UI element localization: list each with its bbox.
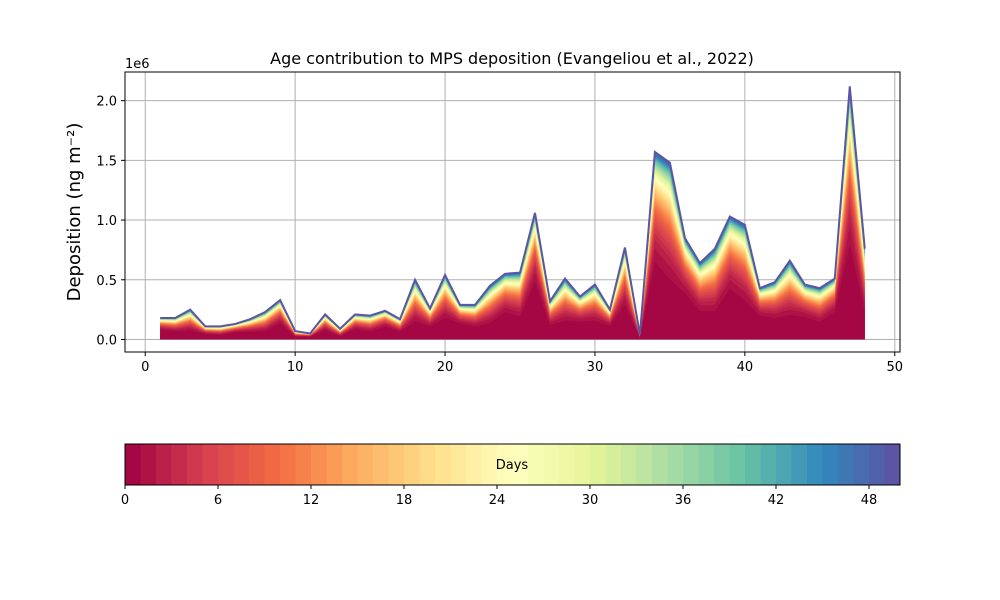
y-tick-label: 0.5: [96, 274, 117, 289]
colorbar-ticks: 0 6 12 18 24 30 36 42 48: [121, 485, 877, 508]
colorbar-segment: [264, 444, 281, 485]
colorbar-segment: [822, 444, 839, 485]
colorbar-segment: [202, 444, 219, 485]
colorbar-segment: [590, 444, 606, 485]
colorbar-segment: [326, 444, 343, 485]
grid-lines: [125, 72, 900, 352]
colorbar-segment: [233, 444, 250, 485]
colorbar-segment: [667, 444, 684, 485]
colorbar-segment: [156, 444, 172, 485]
colorbar-segment: [171, 444, 188, 485]
chart-title: Age contribution to MPS deposition (Evan…: [270, 49, 754, 68]
colorbar-segment: [388, 444, 405, 485]
colorbar-tick-label: 42: [768, 493, 785, 508]
colorbar-segment: [528, 444, 544, 485]
plot-frame: [124, 71, 901, 353]
colorbar-segment: [419, 444, 436, 485]
x-tick-label: 50: [886, 360, 903, 375]
colorbar-segment: [543, 444, 560, 485]
colorbar-segment: [481, 444, 498, 485]
colorbar-segment: [450, 444, 467, 485]
colorbar-segment: [295, 444, 312, 485]
colorbar-segment: [512, 444, 529, 485]
x-tick-label: 10: [287, 360, 304, 375]
colorbar-segment: [698, 444, 715, 485]
colorbar-segment: [435, 444, 451, 485]
colorbar-segment: [559, 444, 575, 485]
colorbar: [124, 443, 901, 486]
colorbar-frame: [124, 443, 901, 486]
colorbar-segment: [776, 444, 792, 485]
y-axis-ticks: 0.0 0.5 1.0 1.5 2.0: [96, 95, 125, 348]
y-tick-label: 0.0: [96, 333, 117, 348]
colorbar-tick-label: 30: [582, 493, 599, 508]
colorbar-segment: [683, 444, 699, 485]
colorbar-segment: [249, 444, 265, 485]
colorbar-tick-label: 6: [214, 493, 222, 508]
colorbar-tick-label: 18: [396, 493, 413, 508]
colorbar-segment: [652, 444, 668, 485]
colorbar-segment: [187, 444, 203, 485]
colorbar-segment: [357, 444, 374, 485]
colorbar-label: Days: [496, 458, 529, 473]
colorbar-segment: [125, 444, 141, 485]
colorbar-segment: [791, 444, 808, 485]
colorbar-segment: [373, 444, 389, 485]
colorbar-segment: [404, 444, 420, 485]
colorbar-segment: [497, 444, 513, 485]
colorbar-segment: [869, 444, 885, 485]
x-tick-label: 0: [141, 360, 149, 375]
colorbar-segment: [745, 444, 761, 485]
colorbar-segment: [729, 444, 746, 485]
colorbar-segment: [621, 444, 637, 485]
colorbar-segment: [636, 444, 653, 485]
colorbar-tick-label: 36: [675, 493, 692, 508]
colorbar-tick-label: 0: [121, 493, 129, 508]
y-axis-label: Deposition (ng m⁻²): [64, 123, 85, 302]
x-tick-label: 40: [737, 360, 754, 375]
colorbar-segment: [280, 444, 296, 485]
total-outline: [160, 86, 866, 335]
colorbar-segment: [466, 444, 482, 485]
colorbar-segment: [807, 444, 823, 485]
y-tick-label: 2.0: [96, 95, 117, 110]
colorbar-segment: [714, 444, 730, 485]
age-layer-0: [160, 244, 865, 340]
colorbar-tick-label: 48: [861, 493, 878, 508]
plot-areas: [160, 86, 866, 340]
colorbar-segment: [140, 444, 157, 485]
colorbar-segment: [760, 444, 777, 485]
colorbar-tick-label: 24: [489, 493, 506, 508]
colorbar-segment: [853, 444, 870, 485]
colorbar-segment: [574, 444, 591, 485]
colorbar-segment: [311, 444, 327, 485]
colorbar-segment: [605, 444, 622, 485]
x-tick-label: 20: [437, 360, 454, 375]
x-axis-ticks: 0 10 20 30 40 50: [141, 352, 903, 375]
colorbar-segment: [838, 444, 854, 485]
y-tick-label: 1.0: [96, 214, 117, 229]
colorbar-segment: [342, 444, 358, 485]
colorbar-segment: [218, 444, 234, 485]
y-tick-label: 1.5: [96, 154, 117, 169]
colorbar-tick-label: 12: [303, 493, 320, 508]
colorbar-segment: [884, 444, 901, 485]
y-scale-label: 1e6: [125, 57, 150, 72]
x-tick-label: 30: [587, 360, 604, 375]
